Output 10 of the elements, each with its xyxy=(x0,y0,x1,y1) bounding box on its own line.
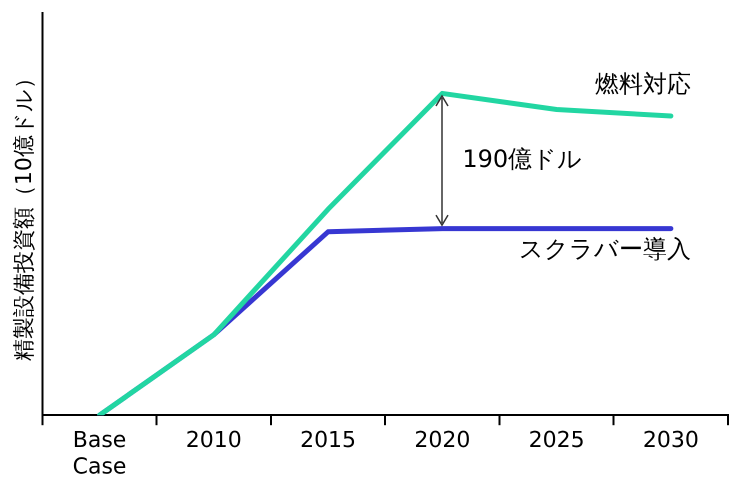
series-label: 燃料対応 xyxy=(594,70,691,98)
x-tick-label: 2030 xyxy=(642,428,699,454)
x-tick-label: 2015 xyxy=(300,428,356,454)
x-tick-label: Base Case xyxy=(72,428,126,480)
y-axis-title: 精製設備投資額（10億ドル） xyxy=(12,67,37,362)
annotation: 190億ドル xyxy=(462,145,582,174)
series-label: スクラバー導入 xyxy=(518,234,691,263)
x-tick-label: 2010 xyxy=(186,428,242,454)
x-tick-label: 2025 xyxy=(528,428,585,454)
x-tick-label: 2020 xyxy=(414,428,470,454)
